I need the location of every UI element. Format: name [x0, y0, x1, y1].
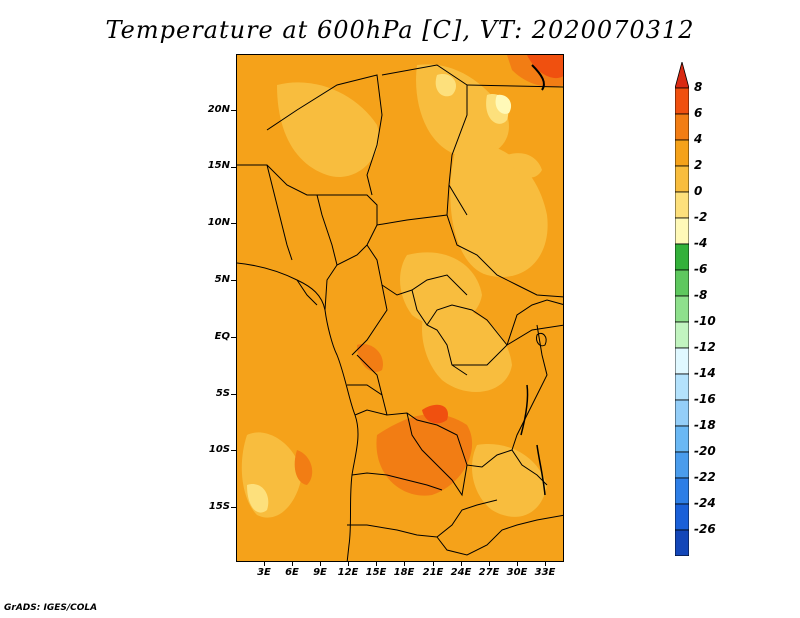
- colorbar-label: -18: [694, 418, 716, 432]
- temperature-shading: [237, 55, 563, 561]
- lon-tick: [517, 562, 518, 566]
- colorbar: [675, 62, 689, 556]
- colorbar-segment: [675, 399, 689, 427]
- country-borders: [237, 64, 563, 561]
- colorbar-segment: [675, 529, 689, 556]
- lon-label: 24E: [450, 567, 472, 578]
- lat-tick: [231, 110, 236, 111]
- lat-label: 5S: [215, 388, 230, 399]
- colorbar-label: 0: [694, 184, 703, 198]
- lat-tick: [231, 167, 236, 168]
- colorbar-label: -4: [694, 236, 708, 250]
- colorbar-label: -12: [694, 340, 716, 354]
- lat-label: 5N: [214, 274, 230, 285]
- lat-label: 10S: [208, 444, 230, 455]
- colorbar-label: -16: [694, 392, 716, 406]
- lat-label: 20N: [207, 104, 230, 115]
- lon-tick: [320, 562, 321, 566]
- lon-tick: [489, 562, 490, 566]
- colorbar-segment: [675, 165, 689, 193]
- colorbar-segment: [675, 269, 689, 297]
- colorbar-segment: [675, 321, 689, 349]
- colorbar-segment: [675, 295, 689, 323]
- lon-label: 15E: [365, 567, 387, 578]
- lon-tick: [433, 562, 434, 566]
- lat-tick: [231, 280, 236, 281]
- colorbar-segments: [675, 62, 689, 556]
- lon-label: 3E: [257, 567, 271, 578]
- lon-tick: [348, 562, 349, 566]
- lat-tick: [231, 450, 236, 451]
- lon-label: 12E: [337, 567, 359, 578]
- lon-tick: [264, 562, 265, 566]
- lat-label: EQ: [214, 331, 230, 342]
- colorbar-label: -20: [694, 444, 716, 458]
- temperature-field: [237, 55, 563, 561]
- lat-tick: [231, 223, 236, 224]
- map-title: Temperature at 600hPa [C], VT: 202007031…: [105, 16, 695, 44]
- lon-tick: [545, 562, 546, 566]
- lon-tick: [461, 562, 462, 566]
- colorbar-segment: [675, 139, 689, 167]
- colorbar-label: 6: [694, 106, 703, 120]
- lon-label: 21E: [422, 567, 444, 578]
- colorbar-segment: [675, 62, 689, 89]
- lon-label: 30E: [506, 567, 528, 578]
- lon-tick: [292, 562, 293, 566]
- colorbar-label: -14: [694, 366, 716, 380]
- colorbar-segment: [675, 503, 689, 531]
- colorbar-label: 2: [694, 158, 703, 172]
- colorbar-segment: [675, 373, 689, 401]
- lat-tick: [231, 507, 236, 508]
- lon-label: 27E: [478, 567, 500, 578]
- colorbar-label: -6: [694, 262, 708, 276]
- colorbar-label: -2: [694, 210, 708, 224]
- lat-label: 15S: [208, 501, 230, 512]
- grads-credit: GrADS: IGES/COLA: [4, 603, 98, 613]
- lon-label: 33E: [534, 567, 556, 578]
- lon-label: 9E: [313, 567, 327, 578]
- colorbar-label: -8: [694, 288, 708, 302]
- colorbar-segment: [675, 347, 689, 375]
- lat-tick: [231, 394, 236, 395]
- colorbar-label: -22: [694, 470, 716, 484]
- colorbar-segment: [675, 477, 689, 505]
- lat-label: 15N: [207, 160, 230, 171]
- colorbar-label: -10: [694, 314, 716, 328]
- lon-tick: [376, 562, 377, 566]
- lat-tick: [231, 337, 236, 338]
- colorbar-label: 4: [694, 132, 703, 146]
- temperature-map: [236, 54, 564, 562]
- colorbar-segment: [675, 113, 689, 141]
- lat-label: 10N: [207, 217, 230, 228]
- colorbar-segment: [675, 243, 689, 271]
- colorbar-segment: [675, 217, 689, 245]
- colorbar-segment: [675, 451, 689, 479]
- colorbar-segment: [675, 87, 689, 115]
- lon-tick: [404, 562, 405, 566]
- lon-label: 6E: [285, 567, 299, 578]
- lon-label: 18E: [393, 567, 415, 578]
- colorbar-label: -26: [694, 522, 716, 536]
- colorbar-segment: [675, 425, 689, 453]
- colorbar-label: 8: [694, 80, 703, 94]
- colorbar-label: -24: [694, 496, 716, 510]
- colorbar-segment: [675, 191, 689, 219]
